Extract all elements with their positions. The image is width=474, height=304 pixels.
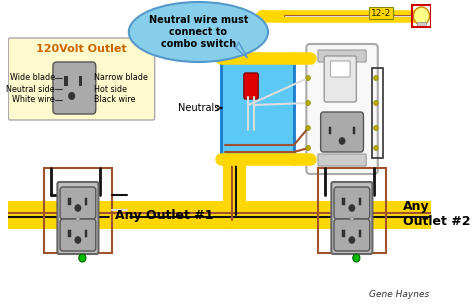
Circle shape	[339, 137, 345, 144]
Text: Wide blade: Wide blade	[9, 74, 55, 82]
Text: Any Outlet #1: Any Outlet #1	[115, 209, 214, 222]
Text: 12-2: 12-2	[371, 9, 392, 18]
Bar	[85, 230, 87, 237]
Text: Neutral wire must
connect to
combo switch: Neutral wire must connect to combo switc…	[149, 16, 248, 49]
Text: Narrow blade: Narrow blade	[94, 74, 148, 82]
Bar	[342, 230, 345, 237]
Text: Neutral side: Neutral side	[6, 85, 55, 94]
Bar	[353, 126, 355, 133]
FancyBboxPatch shape	[221, 55, 294, 163]
Circle shape	[79, 254, 86, 262]
Bar	[359, 230, 361, 237]
FancyBboxPatch shape	[53, 62, 96, 114]
FancyBboxPatch shape	[318, 154, 366, 166]
FancyBboxPatch shape	[334, 219, 370, 251]
Circle shape	[306, 126, 310, 130]
FancyBboxPatch shape	[334, 187, 370, 219]
Circle shape	[349, 205, 355, 212]
Circle shape	[374, 146, 378, 150]
Circle shape	[374, 101, 378, 105]
Circle shape	[306, 146, 310, 150]
FancyBboxPatch shape	[9, 38, 155, 120]
Circle shape	[76, 217, 80, 221]
Text: 120Volt Outlet: 120Volt Outlet	[36, 44, 127, 54]
Bar	[342, 198, 345, 205]
FancyBboxPatch shape	[318, 50, 366, 62]
Bar	[79, 76, 82, 86]
Circle shape	[68, 92, 75, 100]
Circle shape	[413, 7, 429, 25]
FancyBboxPatch shape	[57, 182, 99, 254]
FancyBboxPatch shape	[331, 182, 373, 254]
Text: Black wire: Black wire	[94, 95, 136, 105]
Circle shape	[75, 205, 81, 212]
Text: Neutrals: Neutrals	[178, 103, 219, 113]
Bar	[328, 126, 331, 133]
FancyBboxPatch shape	[324, 56, 356, 102]
Text: Hot side: Hot side	[94, 85, 127, 94]
FancyBboxPatch shape	[320, 112, 364, 152]
Bar	[85, 198, 87, 205]
Circle shape	[306, 101, 310, 105]
Circle shape	[374, 75, 378, 81]
Polygon shape	[236, 42, 247, 58]
FancyBboxPatch shape	[330, 61, 350, 77]
Text: Gene Haynes: Gene Haynes	[369, 290, 429, 299]
Text: Any
Outlet #2: Any Outlet #2	[403, 200, 470, 228]
Circle shape	[306, 75, 310, 81]
Bar	[417, 22, 426, 27]
Circle shape	[353, 254, 360, 262]
Circle shape	[374, 126, 378, 130]
Circle shape	[350, 217, 354, 221]
FancyBboxPatch shape	[60, 219, 96, 251]
FancyBboxPatch shape	[306, 44, 378, 174]
FancyBboxPatch shape	[244, 73, 258, 99]
Text: White wire: White wire	[12, 95, 55, 105]
Bar	[68, 198, 71, 205]
Circle shape	[75, 237, 81, 244]
Circle shape	[349, 237, 355, 244]
Bar	[64, 76, 68, 86]
Bar	[68, 230, 71, 237]
Ellipse shape	[129, 2, 268, 62]
FancyBboxPatch shape	[60, 187, 96, 219]
Bar	[359, 198, 361, 205]
